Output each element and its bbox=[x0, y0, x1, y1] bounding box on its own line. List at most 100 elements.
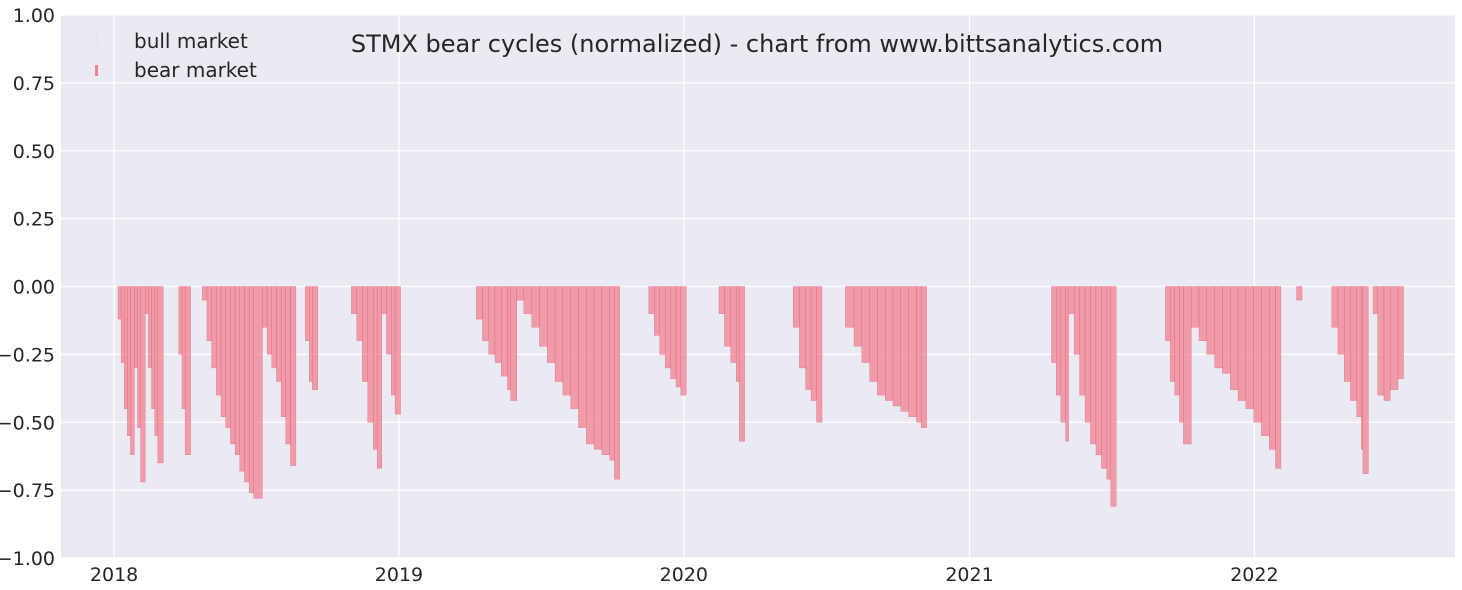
bear-market-bar bbox=[309, 286, 313, 382]
bear-market-bar bbox=[253, 286, 263, 499]
bear-market-bar bbox=[1169, 286, 1175, 382]
bear-market-bar bbox=[614, 286, 620, 480]
bars-layer bbox=[117, 286, 1404, 507]
y-tick-label: −1.00 bbox=[0, 548, 55, 570]
bear-market-bar bbox=[1056, 286, 1061, 396]
bear-market-bar bbox=[531, 286, 540, 328]
bear-market-bar bbox=[225, 286, 231, 428]
bear-market-bar bbox=[376, 286, 382, 469]
bear-market-bar bbox=[1356, 286, 1362, 417]
bear-market-bar bbox=[117, 286, 122, 320]
legend-swatch-bear-market bbox=[95, 65, 98, 76]
bear-market-bar bbox=[1106, 286, 1111, 480]
y-tick-label: 0.75 bbox=[13, 73, 55, 95]
bear-market-bar bbox=[908, 286, 917, 417]
bear-market-bar bbox=[670, 286, 677, 379]
bear-market-bar bbox=[718, 286, 725, 314]
bear-market-bar bbox=[290, 286, 297, 466]
bear-market-bar bbox=[312, 286, 318, 390]
bear-market-bar bbox=[386, 286, 392, 355]
bear-market-bar bbox=[892, 286, 901, 407]
bear-market-bar bbox=[216, 286, 222, 396]
bear-market-bar bbox=[1372, 286, 1378, 314]
bear-market-bar bbox=[1383, 286, 1391, 401]
bear-market-bar bbox=[1377, 286, 1385, 396]
bear-market-bar bbox=[920, 286, 927, 428]
bear-market-bar bbox=[501, 286, 508, 377]
bear-market-bar bbox=[488, 286, 496, 355]
x-tick-label: 2021 bbox=[945, 564, 993, 586]
bear-market-bar bbox=[516, 286, 524, 301]
bear-market-bar bbox=[1198, 286, 1207, 341]
bear-market-bar bbox=[877, 286, 886, 396]
chart-title: STMX bear cycles (normalized) - chart fr… bbox=[351, 30, 1163, 58]
bear-market-bar bbox=[239, 286, 245, 472]
bear-market-bar bbox=[1331, 286, 1339, 328]
bear-market-bar bbox=[381, 286, 387, 314]
bear-market-bar bbox=[675, 286, 681, 388]
bear-market-bar bbox=[1237, 286, 1246, 401]
bear-market-bar bbox=[1079, 286, 1086, 396]
bear-market-bar bbox=[1206, 286, 1215, 355]
bear-market-bar bbox=[510, 286, 517, 401]
bear-market-bar bbox=[1073, 286, 1080, 355]
bear-market-bar bbox=[127, 286, 131, 436]
y-axis-tick-labels: 1.00 0.75 0.50 0.25 0.00 −0.25 −0.50 −0.75 −1.00 bbox=[0, 5, 55, 570]
bear-market-bar bbox=[861, 286, 870, 363]
bear-market-bar bbox=[1051, 286, 1057, 363]
bear-market-bar bbox=[178, 286, 183, 355]
bear-market-bar bbox=[1361, 286, 1364, 450]
bear-market-bar bbox=[1090, 286, 1097, 445]
bear-market-bar bbox=[285, 286, 291, 445]
bear-market-bar bbox=[739, 286, 745, 442]
bear-market-bar bbox=[476, 286, 483, 320]
bear-market-bar bbox=[792, 286, 800, 328]
bear-market-bar bbox=[211, 286, 217, 369]
bear-market-bar bbox=[1222, 286, 1231, 374]
bear-market-bar bbox=[659, 286, 666, 355]
bear-market-bar bbox=[367, 286, 374, 423]
bear-market-bar bbox=[1060, 286, 1066, 423]
bear-market-bar bbox=[271, 286, 277, 369]
bear-market-bar bbox=[154, 286, 158, 436]
bear-market-bar bbox=[124, 286, 128, 409]
bear-market-bar bbox=[206, 286, 212, 341]
bear-market-bar bbox=[202, 286, 208, 301]
bear-market-bar bbox=[724, 286, 731, 347]
bear-market-bar bbox=[234, 286, 240, 455]
bear-market-bar bbox=[648, 286, 655, 314]
x-axis-tick-labels: 2018 2019 2020 2021 2022 bbox=[90, 564, 1279, 586]
bear-market-bar bbox=[885, 286, 894, 401]
bear-market-bar bbox=[1191, 286, 1200, 328]
bear-market-bar bbox=[735, 286, 740, 382]
bear-market-bar bbox=[373, 286, 378, 450]
x-tick-label: 2020 bbox=[660, 564, 708, 586]
bear-market-bar bbox=[276, 286, 282, 382]
bear-market-bar bbox=[494, 286, 502, 363]
legend-swatch-bull-market bbox=[95, 34, 98, 44]
y-tick-label: 0.50 bbox=[13, 141, 55, 163]
bear-market-bar bbox=[916, 286, 922, 423]
bear-market-bar bbox=[1101, 286, 1108, 469]
bear-market-bar bbox=[1344, 286, 1351, 382]
bear-market-bar bbox=[130, 286, 135, 455]
bear-market-bar bbox=[654, 286, 660, 336]
bear-market-bar bbox=[181, 286, 186, 409]
bear-market-bar bbox=[145, 286, 149, 314]
bear-market-bar bbox=[394, 286, 401, 415]
bear-market-bar bbox=[1165, 286, 1171, 341]
bear-market-bar bbox=[1183, 286, 1192, 445]
bear-market-bar bbox=[554, 286, 564, 382]
bear-market-bar bbox=[1362, 286, 1369, 474]
bear-market-bar bbox=[482, 286, 489, 341]
legend-label-bear-market: bear market bbox=[134, 58, 257, 82]
bear-market-bar bbox=[570, 286, 579, 409]
bear-market-bar bbox=[1269, 286, 1276, 450]
bear-market-bar bbox=[1296, 286, 1303, 301]
x-tick-label: 2018 bbox=[90, 564, 138, 586]
bear-market-bar bbox=[148, 286, 152, 369]
bear-market-bar bbox=[1110, 286, 1117, 507]
y-tick-label: 0.25 bbox=[13, 209, 55, 231]
bear-market-bar bbox=[356, 286, 363, 341]
bear-market-bar bbox=[586, 286, 595, 445]
